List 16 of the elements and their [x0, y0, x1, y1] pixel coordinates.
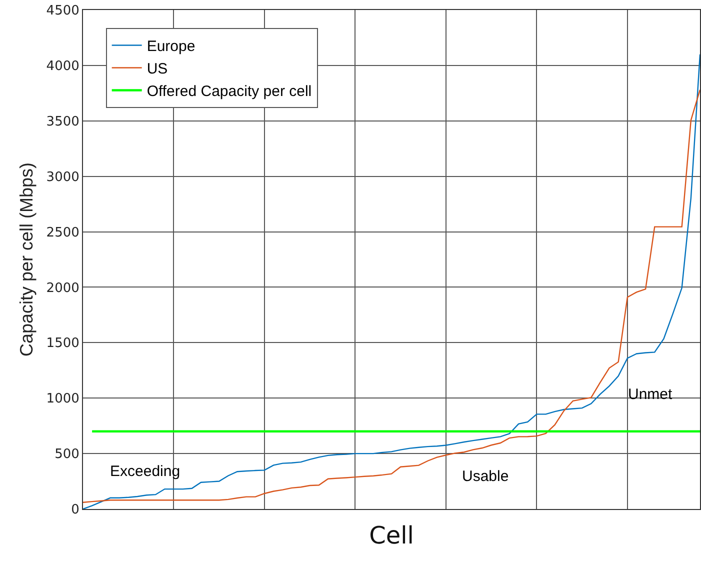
y-tick-label: 4500: [46, 4, 80, 19]
y-axis-title: Capacity per cell (Mbps): [16, 162, 37, 357]
y-tick-label: 0: [71, 502, 80, 518]
annotation: Usable: [462, 468, 509, 485]
y-tick-label: 1500: [46, 336, 80, 352]
legend-label: Europe: [146, 38, 196, 56]
legend-label: US: [146, 60, 168, 78]
x-axis-title: Cell: [369, 521, 414, 550]
y-tick-label: 2500: [46, 225, 80, 240]
y-tick-label: 2000: [46, 280, 80, 296]
y-tick-label: 3500: [46, 114, 80, 130]
y-tick-label: 3000: [46, 170, 80, 185]
legend-label: Offered Capacity per cell: [146, 83, 312, 100]
y-tick-label: 4000: [46, 58, 80, 74]
y-tick-label: 1000: [46, 392, 80, 407]
y-tick-label: 500: [54, 447, 80, 462]
